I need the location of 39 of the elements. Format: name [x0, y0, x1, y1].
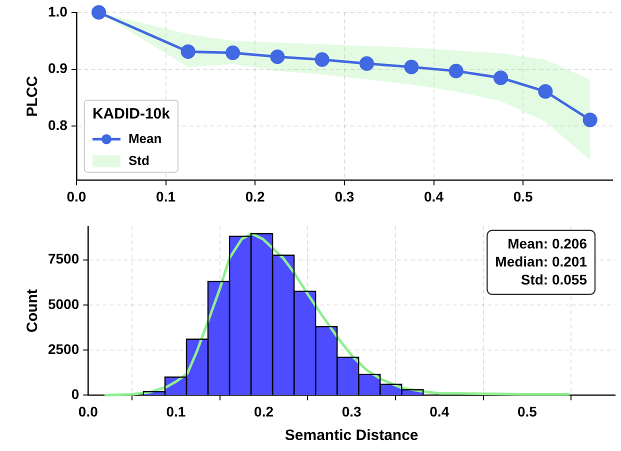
x-tick-label: 0.4	[430, 403, 450, 420]
y-tick-label: 1.0	[48, 3, 68, 20]
point	[91, 5, 106, 20]
x-tick-label: 0.0	[66, 188, 86, 204]
y-tick-label: 2500	[48, 340, 80, 357]
y-tick-label: 0.9	[48, 60, 68, 76]
x-tick-label: 0.0	[78, 403, 98, 420]
annotation: Mean: 0.206	[508, 235, 588, 252]
x-tick-label: 0.1	[166, 403, 186, 420]
point	[493, 70, 508, 86]
y-axis-title: Count	[24, 289, 42, 332]
y-tick-label: 7500	[48, 250, 80, 267]
point	[359, 56, 374, 71]
point	[270, 49, 285, 64]
point	[314, 52, 330, 67]
x-tick-label: 0.4	[424, 188, 444, 204]
y-tick-label: 0	[71, 386, 80, 402]
x-tick-label: 0.5	[513, 188, 534, 204]
legend-label: Std	[128, 152, 150, 168]
x-tick-label: 0.1	[156, 188, 176, 204]
point	[538, 84, 553, 99]
annotation: Std: 0.055	[520, 271, 588, 288]
x-axis-title: Semantic Distance	[284, 427, 418, 444]
x-tick-label: 0.2	[254, 403, 274, 420]
legend-title: KADID-10k	[92, 105, 171, 122]
y-tick-label: 0.8	[48, 117, 68, 134]
annotation: Median: 0.201	[495, 253, 588, 270]
point	[404, 60, 419, 74]
x-tick-label: 0.3	[334, 188, 354, 204]
point	[582, 112, 598, 128]
y-axis-title: PLCC	[24, 76, 42, 117]
point	[448, 64, 464, 78]
x-tick-label: 0.2	[245, 188, 266, 204]
legend-label: Mean	[128, 130, 162, 146]
point	[180, 44, 196, 59]
point	[225, 45, 240, 60]
x-tick-label: 0.5	[517, 403, 538, 420]
x-tick-label: 0.3	[342, 403, 362, 420]
y-tick-label: 5000	[48, 296, 80, 312]
